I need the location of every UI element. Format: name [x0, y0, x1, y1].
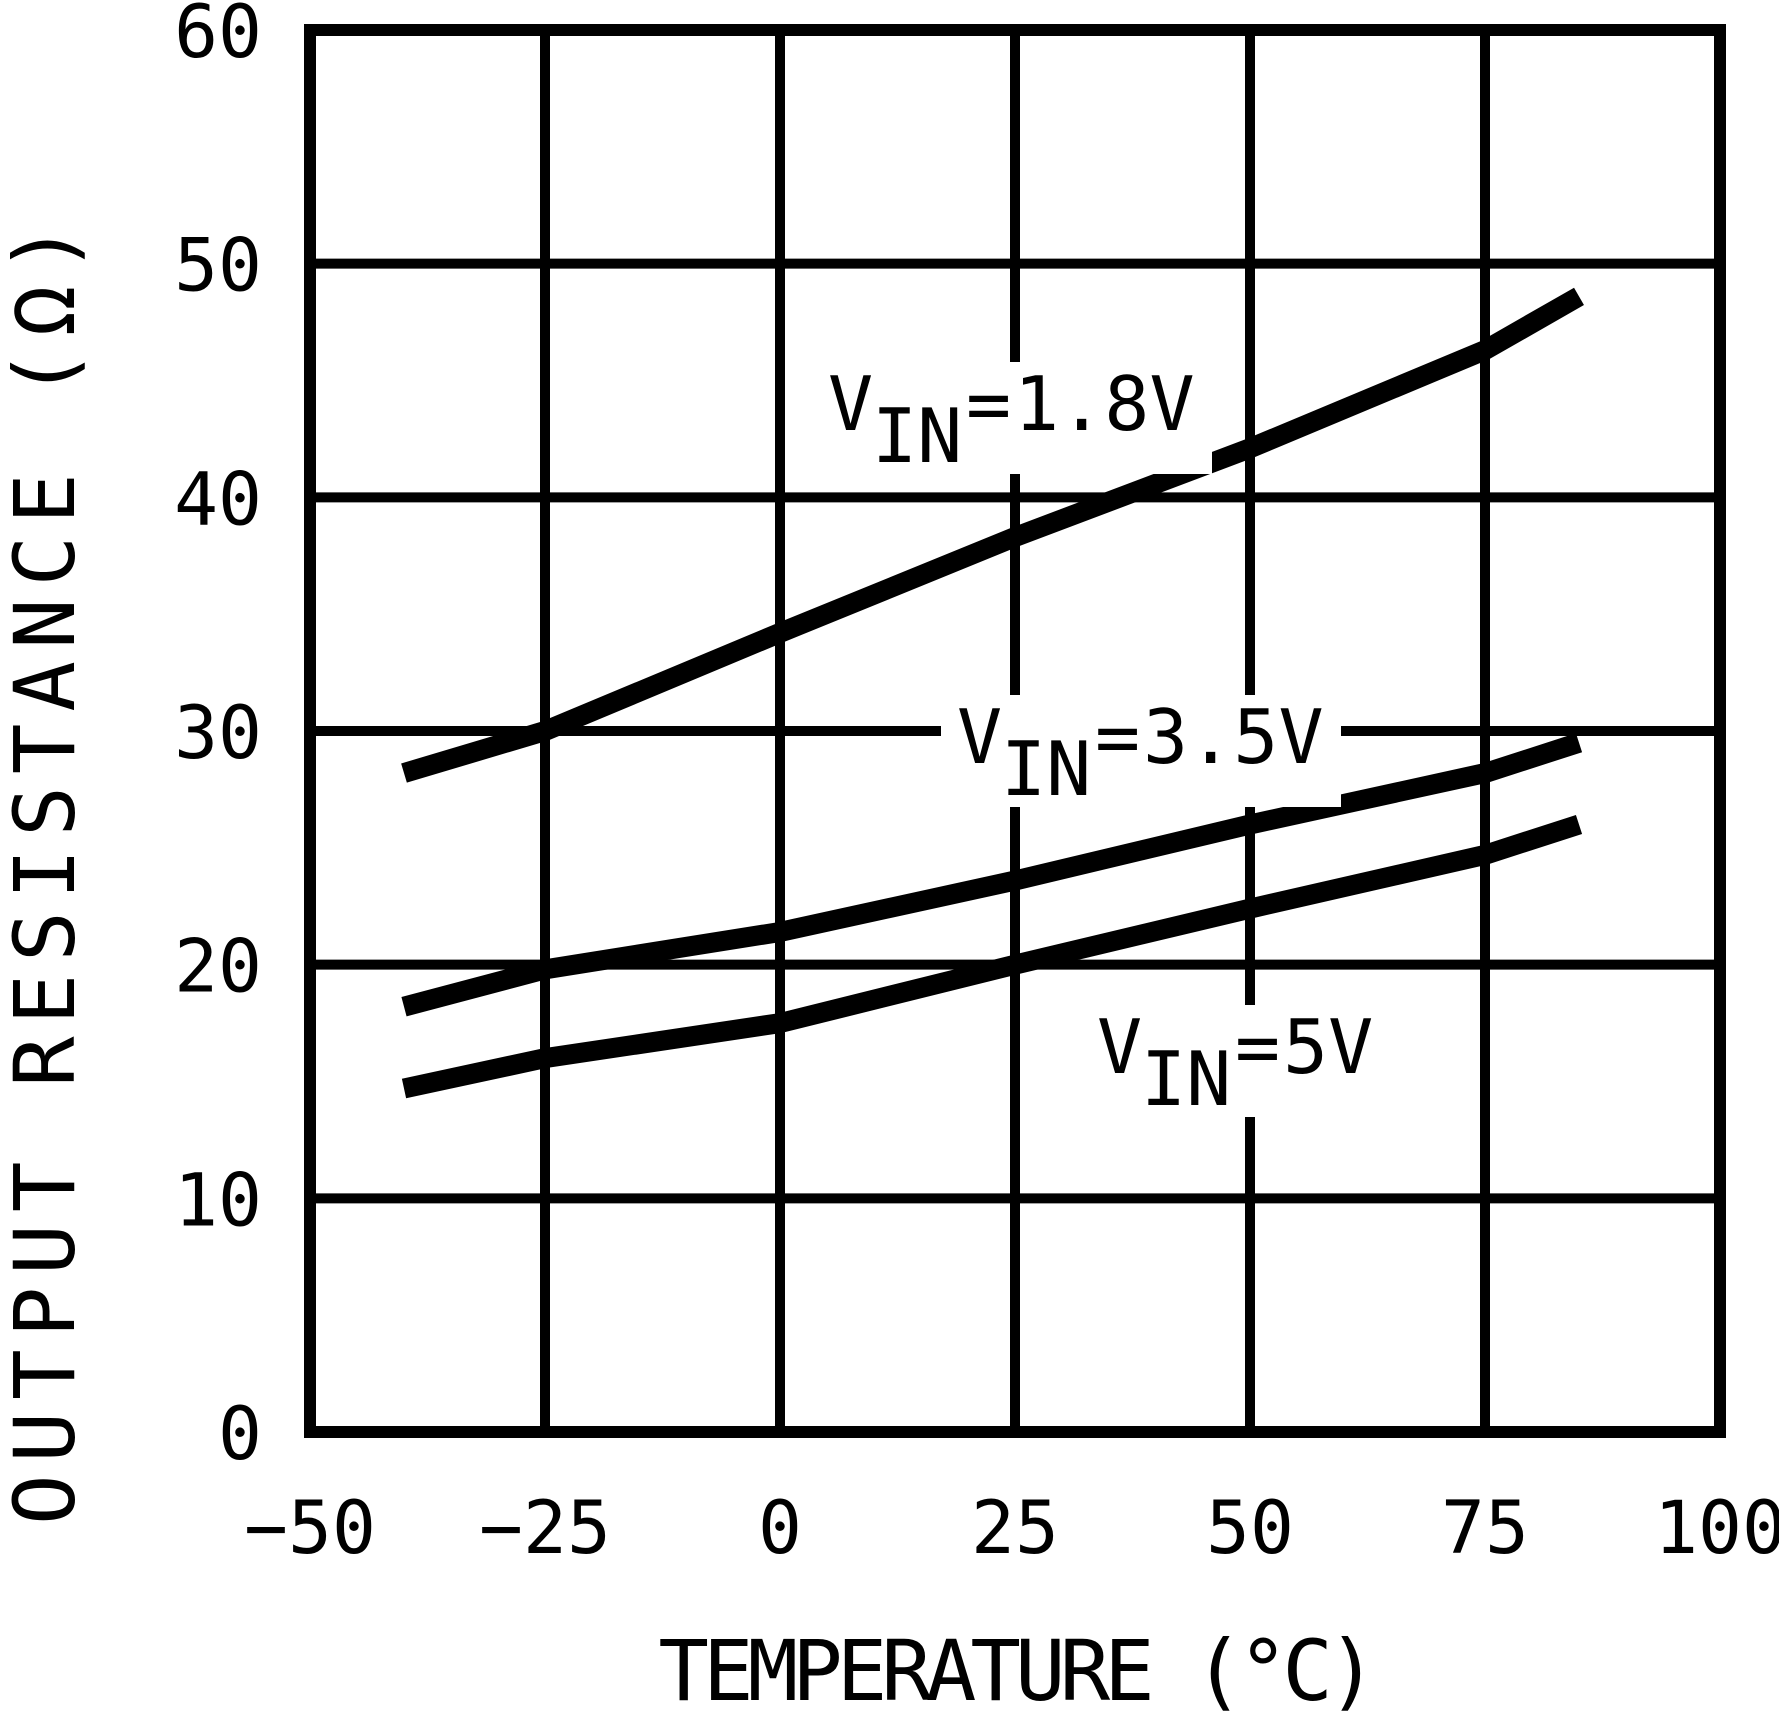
y-tick-label-60: 60 [174, 0, 262, 75]
tick-label-layer: −50 −25 0 25 50 75 100 0 10 20 30 40 50 60 [174, 0, 1779, 1571]
label-equals: = [1235, 1003, 1280, 1091]
x-tick-label-75: 75 [1441, 1486, 1529, 1571]
curve-layer [401, 287, 1584, 1099]
x-tick-label-50: 50 [1206, 1486, 1294, 1571]
y-tick-label-50: 50 [174, 224, 262, 309]
label-equals: = [1095, 693, 1140, 781]
series-label-5V: VIN = 5V [1081, 1003, 1391, 1123]
label-mask [812, 362, 1212, 474]
y-tick-label-0: 0 [218, 1392, 262, 1477]
label-symbol: V [957, 693, 1002, 781]
label-symbol: V [828, 360, 873, 448]
x-tick-label-25: 25 [971, 1486, 1059, 1571]
series-curve-3.5V [401, 733, 1583, 1017]
series-curve-1.8V [401, 287, 1584, 783]
series-label-3.5V: VIN = 3.5V [941, 693, 1341, 813]
label-value: 3.5V [1143, 693, 1324, 781]
x-tick-label-−50: −50 [244, 1486, 376, 1571]
label-value: 5V [1283, 1003, 1373, 1091]
x-tick-label-0: 0 [758, 1486, 802, 1571]
label-subscript: IN [872, 392, 962, 480]
y-axis-title: OUTPUT RESISTANCE (Ω) [0, 211, 94, 1525]
label-equals: = [966, 360, 1011, 448]
y-tick-label-40: 40 [174, 457, 262, 542]
x-tick-label-100: 100 [1654, 1486, 1779, 1571]
y-tick-label-30: 30 [174, 691, 262, 776]
label-mask [941, 695, 1341, 807]
series-label-1.8V: VIN = 1.8V [812, 360, 1212, 480]
label-mask [1081, 1005, 1391, 1117]
label-value: 1.8V [1014, 360, 1195, 448]
plot-border [304, 24, 1726, 1438]
label-symbol: V [1097, 1003, 1142, 1091]
x-tick-label-−25: −25 [479, 1486, 611, 1571]
x-axis-title: TEMPERATURE (°C) [658, 1622, 1371, 1719]
y-tick-label-20: 20 [174, 925, 262, 1010]
label-subscript: IN [1141, 1035, 1231, 1123]
y-tick-label-10: 10 [174, 1158, 262, 1243]
label-subscript: IN [1001, 725, 1091, 813]
series-curve-5V [401, 814, 1583, 1099]
